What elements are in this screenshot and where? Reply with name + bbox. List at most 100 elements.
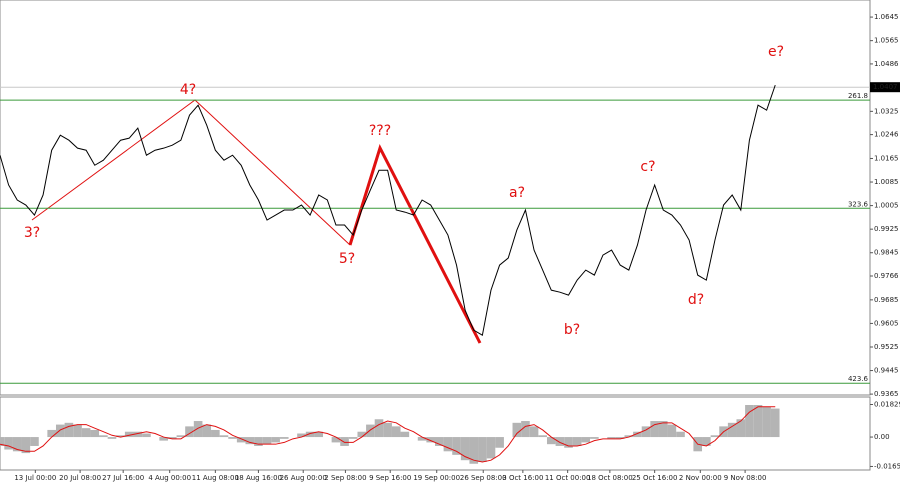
x-tick-label: 9 Nov 08:00 — [724, 474, 767, 482]
histogram-bar — [90, 429, 100, 438]
histogram-bar — [211, 429, 220, 438]
y-tick-label: 0.9605 — [874, 319, 899, 327]
histogram-bar — [254, 437, 263, 446]
histogram-bar — [340, 437, 349, 446]
histogram-bar — [297, 433, 306, 438]
x-tick-label: 25 Oct 16:00 — [632, 474, 678, 482]
histogram-bar — [538, 435, 547, 438]
histogram-bar — [710, 435, 720, 438]
price-line — [0, 84, 776, 336]
wave-label: d? — [688, 292, 704, 308]
wave-label: e? — [768, 44, 784, 60]
histogram-bar — [486, 437, 496, 459]
x-tick-label: 20 Jul 08:00 — [59, 474, 101, 482]
histogram-bar — [374, 419, 384, 438]
x-tick-label: 3 Oct 16:00 — [502, 474, 543, 482]
x-tick-label: 11 Oct 00:00 — [545, 474, 591, 482]
current-price-label: 1.0407 — [873, 83, 898, 91]
histogram-bar — [495, 437, 504, 448]
histogram-bar — [443, 437, 453, 452]
fibo-label: 323.6 — [848, 200, 869, 208]
x-tick-label: 11 Aug 08:00 — [192, 474, 239, 482]
histogram-bar — [21, 437, 31, 454]
histogram-bar — [512, 422, 522, 438]
y-tick-label: 1.0085 — [874, 178, 899, 186]
histogram-bar — [219, 435, 229, 438]
histogram-bar — [47, 429, 56, 438]
histogram-bar — [736, 419, 746, 438]
histogram-bar — [641, 426, 651, 438]
histogram-bar — [762, 406, 771, 438]
x-tick-label: 18 Aug 16:00 — [235, 474, 282, 482]
histogram-bar — [702, 437, 711, 446]
histogram-bar — [529, 426, 539, 438]
current-price-box — [870, 82, 900, 93]
x-tick-label: 26 Sep 08:00 — [460, 474, 507, 482]
histogram-bar — [279, 437, 289, 439]
histogram-bar — [124, 431, 134, 438]
histogram-bar — [581, 437, 591, 443]
histogram-bar — [64, 422, 74, 438]
x-tick-label: 18 Oct 08:00 — [587, 474, 633, 482]
y-tick-label: 1.0486 — [874, 60, 899, 68]
wave-label: 5? — [339, 251, 355, 267]
y-tick-label: 0.9525 — [874, 343, 899, 351]
histogram-bar — [30, 437, 39, 446]
histogram-bar — [99, 435, 108, 438]
y-tick-label: 0.9445 — [874, 367, 899, 375]
signal-line — [0, 406, 776, 463]
histogram-bar — [236, 437, 246, 443]
y-tick-label: 0.00 — [874, 433, 890, 441]
histogram-bar — [555, 437, 565, 446]
wave-label: a? — [509, 185, 525, 201]
wave-line — [348, 144, 482, 344]
histogram-bar — [331, 437, 341, 443]
histogram-bar — [469, 437, 479, 464]
histogram-bar — [107, 437, 117, 439]
histogram-bar — [55, 424, 65, 438]
histogram-bar — [745, 405, 754, 438]
wave-line — [31, 99, 351, 246]
histogram-bar — [0, 437, 5, 446]
histogram-bar — [615, 437, 625, 439]
x-tick-label: 13 Jul 00:00 — [14, 474, 56, 482]
y-tick-label: 0.9766 — [874, 272, 899, 280]
oscillator-panel — [0, 396, 871, 471]
y-tick-label: 1.0645 — [874, 13, 899, 21]
histogram-bar — [185, 426, 194, 438]
histogram-bar — [564, 437, 573, 448]
histogram-bar — [73, 424, 82, 438]
histogram-bar — [116, 435, 125, 438]
histogram-bar — [142, 433, 151, 438]
histogram-bar — [357, 431, 367, 438]
histogram-bar — [770, 408, 780, 438]
y-tick-label: 1.0246 — [874, 131, 899, 139]
histogram-bar — [366, 424, 375, 438]
main-panel — [0, 0, 871, 396]
x-tick-label: 19 Sep 00:00 — [413, 474, 460, 482]
histogram-bar — [159, 437, 168, 441]
histogram-bar — [633, 431, 642, 438]
histogram-bar — [460, 437, 470, 461]
histogram-bar — [245, 437, 255, 445]
histogram-bar — [383, 422, 392, 438]
x-tick-label: 4 Aug 00:00 — [148, 474, 191, 482]
wave-label: ??? — [369, 123, 391, 139]
histogram-bar — [572, 437, 582, 446]
histogram-bar — [12, 437, 22, 452]
fibo-label: 423.6 — [848, 375, 869, 383]
histogram-bar — [607, 437, 616, 439]
wave-label: c? — [640, 159, 655, 175]
histogram-bar — [348, 437, 358, 439]
y-tick-label: 0.9365 — [874, 390, 899, 398]
histogram-bar — [521, 421, 530, 438]
histogram-bar — [727, 422, 737, 438]
histogram-bar — [391, 426, 401, 438]
y-tick-label: 0.9845 — [874, 249, 899, 257]
histogram-bar — [426, 437, 435, 443]
histogram-bar — [4, 437, 13, 450]
histogram-bar — [305, 431, 315, 438]
y-tick-label: 1.0565 — [874, 37, 899, 45]
